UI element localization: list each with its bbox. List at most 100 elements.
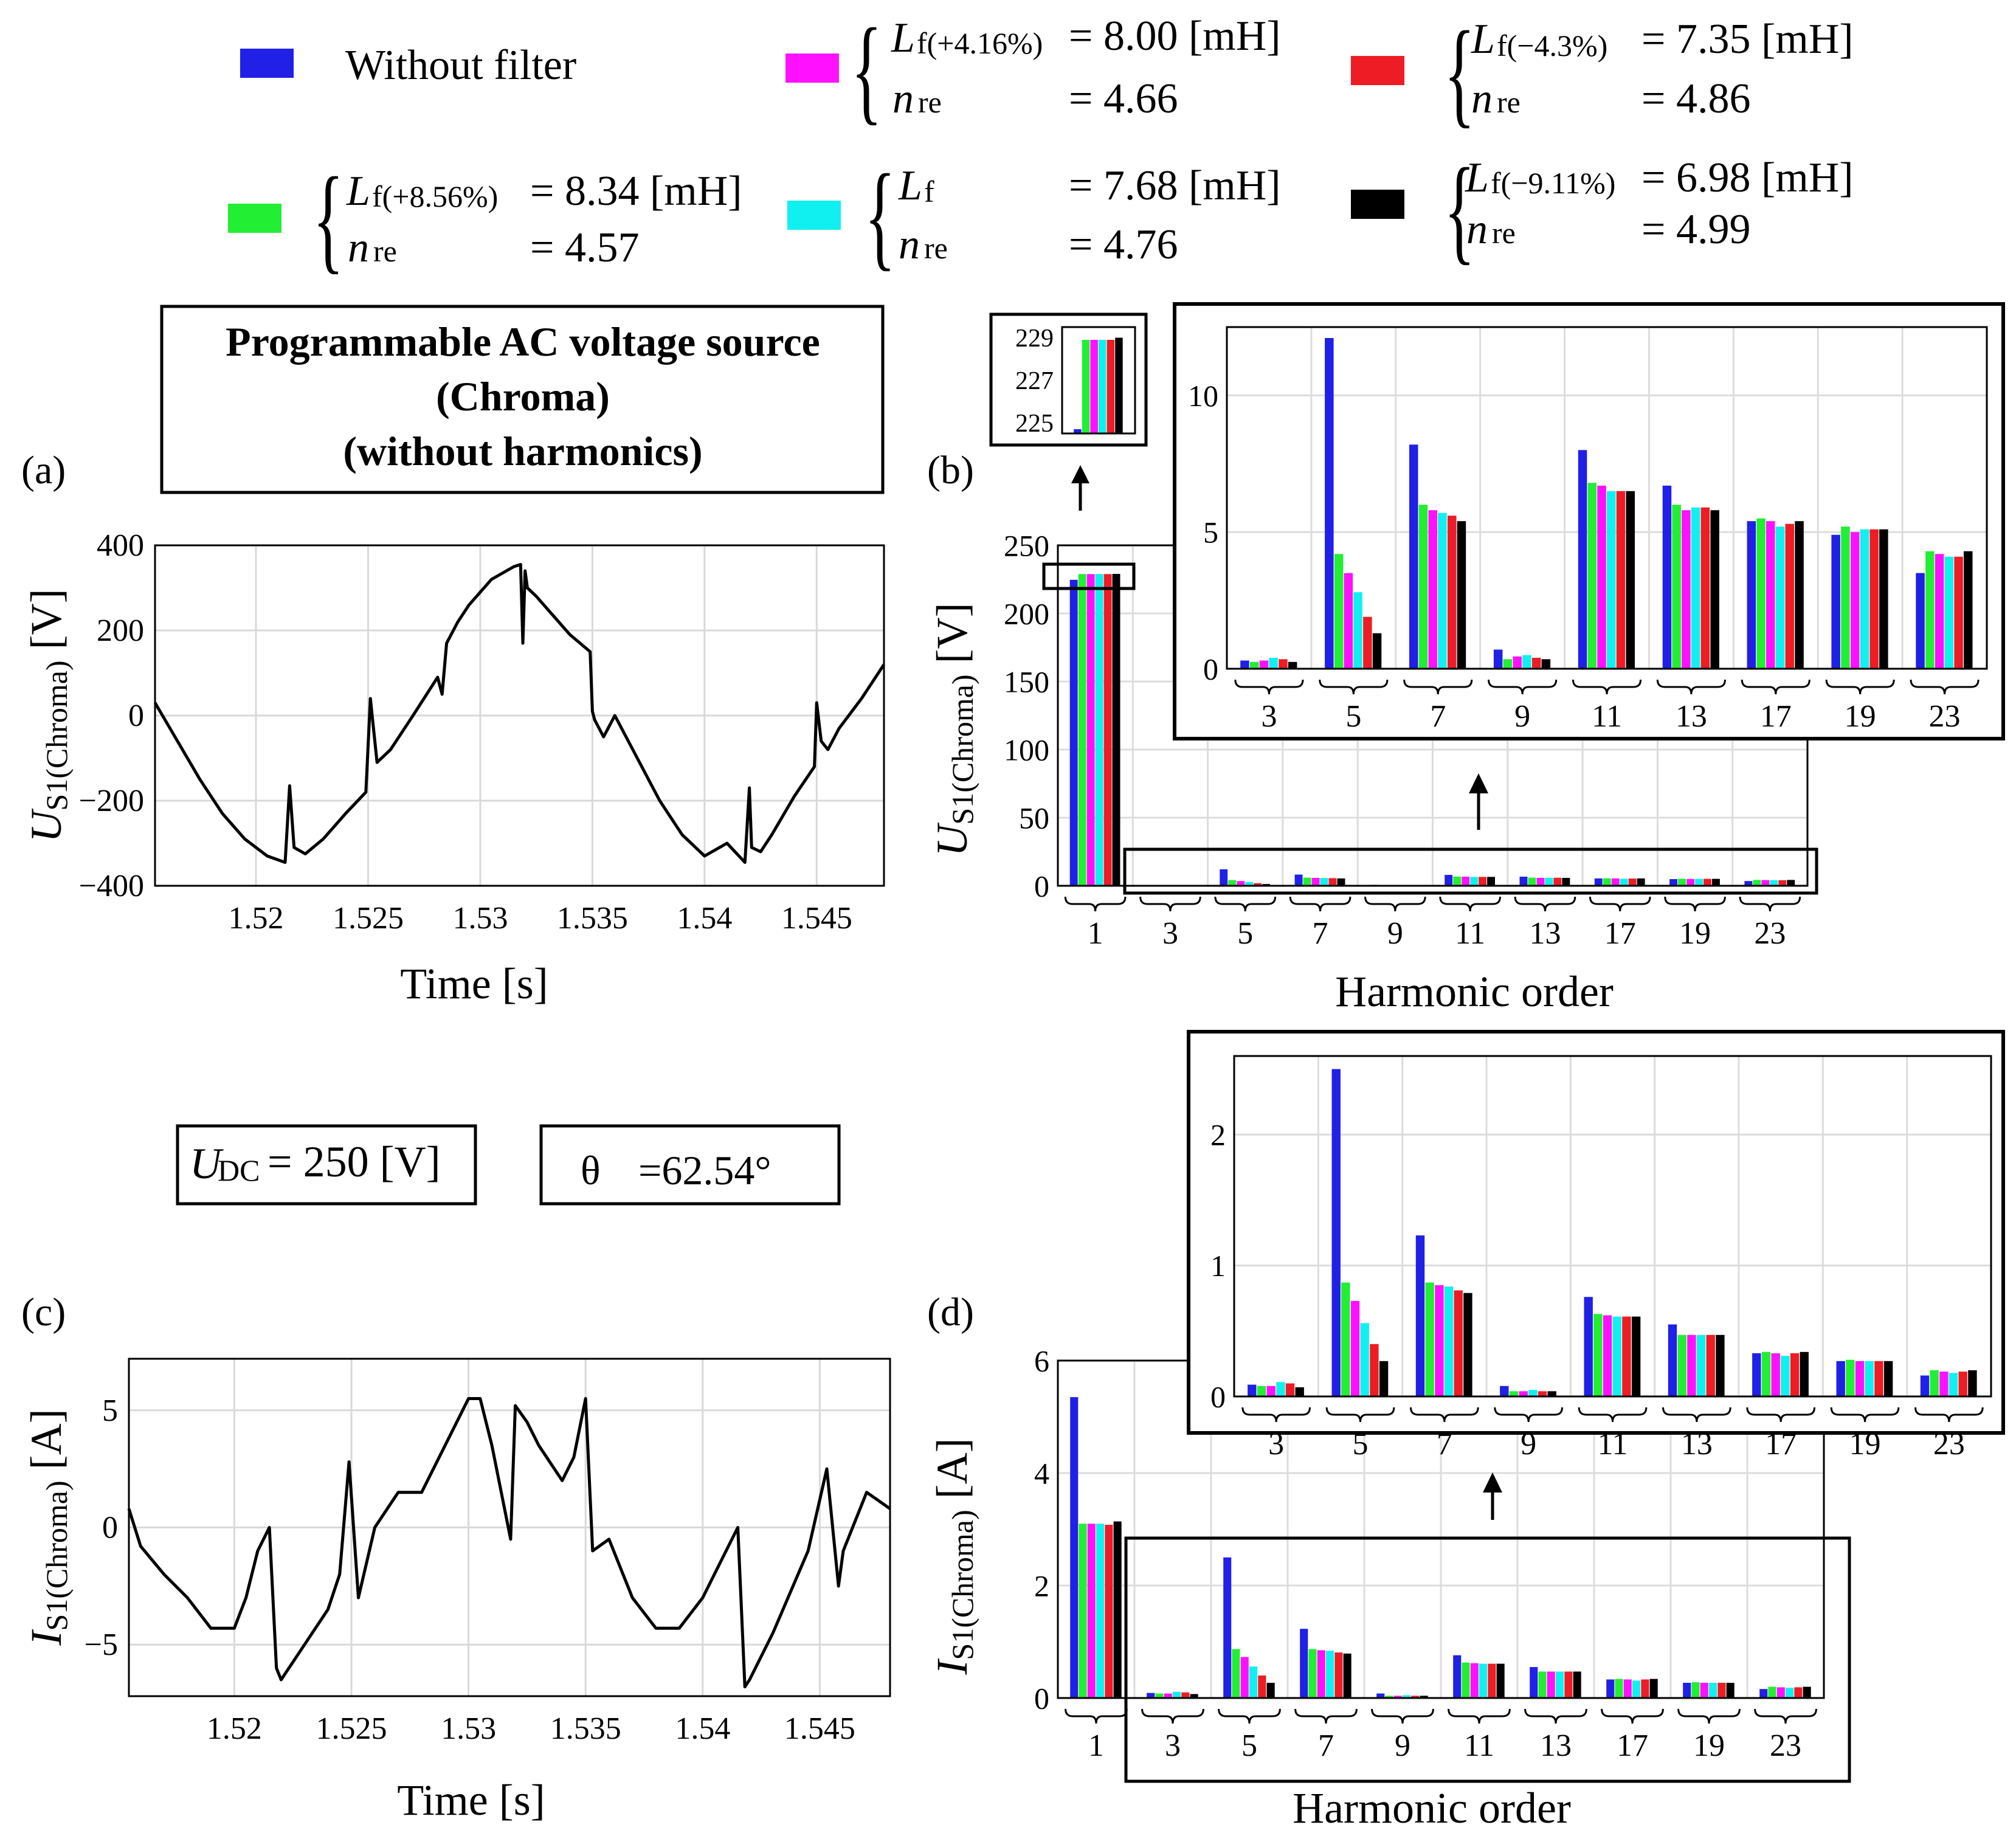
panel-b-zoom-harmonics-category-label: 23 xyxy=(1929,699,1961,734)
panel-d-main-category-label: 23 xyxy=(1770,1728,1801,1763)
udc-value: = 250 [V] xyxy=(268,1137,441,1186)
panel-d-zoom-harmonics-category-brace xyxy=(1662,1407,1731,1423)
panel-d-main-bar xyxy=(1717,1683,1726,1698)
legend-entry-lf-minus-9-11: { L f(−9.11%) = 6.98 [mH] n re = 4.99 xyxy=(1351,145,1854,276)
legend-brace: { xyxy=(312,154,343,285)
legend-n-subscript: re xyxy=(918,85,942,119)
panel-b-zoom-fundamental-ytick-label: 225 xyxy=(1015,410,1054,438)
panel-b-main-category-brace xyxy=(1514,896,1576,912)
legend-l-subscript: f(−9.11%) xyxy=(1491,166,1615,200)
panel-b-zoom-harmonics-category-brace xyxy=(1825,679,1895,695)
panel-b-zoom-harmonics-bar xyxy=(1935,554,1944,669)
legend-l-symbol: L xyxy=(346,168,370,215)
panel-d-zoom-harmonics-bar xyxy=(1295,1387,1304,1396)
legend-l-symbol: L xyxy=(891,15,915,61)
panel-b-main-category-label: 19 xyxy=(1679,916,1711,951)
panel-d-zoom-harmonics-bar xyxy=(1341,1282,1350,1396)
panel-b-main-bar xyxy=(1628,878,1637,886)
panel-d-main-bar xyxy=(1641,1679,1649,1698)
panel-d-main-category-brace xyxy=(1218,1708,1281,1724)
panel-d-main-category-label: 19 xyxy=(1693,1728,1725,1763)
panel-d-zoom-harmonics-category-label: 5 xyxy=(1353,1427,1369,1462)
panel-b-zoom-harmonics-category-brace xyxy=(1741,679,1811,695)
panel-b-zoom-fundamental-axes-frame xyxy=(1061,326,1136,435)
panel-d-zoom-harmonics-bar xyxy=(1276,1382,1285,1396)
panel-b-zoom-harmonics-category-brace xyxy=(1234,679,1304,695)
legend-l-symbol: L xyxy=(898,162,922,209)
panel-d-zoom-harmonics-bar xyxy=(1370,1344,1379,1396)
panel-b-zoom-harmonics-bar xyxy=(1522,655,1531,669)
panel-d-zoom-harmonics-category-label: 7 xyxy=(1437,1427,1452,1462)
panel-d-zoom-harmonics-bar xyxy=(1930,1370,1939,1396)
panel-d-main-category-brace xyxy=(1601,1708,1664,1724)
panel-d-zoom-harmonics-bar xyxy=(1425,1282,1434,1396)
legend-l-value: = 6.98 [mH] xyxy=(1641,154,1854,201)
panel-d-main-bar xyxy=(1147,1693,1155,1698)
panel-d-ylabel-subscript: S1(Chroma) xyxy=(945,1510,979,1660)
panel-b-main-bar xyxy=(1470,877,1479,886)
panel-b-zoom-harmonics-bar xyxy=(1756,518,1766,669)
panel-d-main-category-brace xyxy=(1294,1708,1358,1724)
panel-c-ytick-label: −5 xyxy=(85,1627,118,1662)
legend-swatch-lf-minus-4-3 xyxy=(1351,56,1404,85)
panel-d-zoom-harmonics: 3 5 7 9 11 13 17 19 23 0 1 2 xyxy=(1187,1030,2005,1462)
panel-a-ytick-label: −400 xyxy=(79,869,144,903)
panel-d-main-bar xyxy=(1420,1696,1428,1698)
panel-b-zoom-fundamental-bar xyxy=(1106,340,1115,433)
panel-d-main-bar xyxy=(1376,1693,1385,1698)
legend-n-subscript: re xyxy=(373,234,397,268)
legend-n-value: = 4.76 xyxy=(1069,221,1178,268)
udc-box-frame xyxy=(176,1124,477,1206)
legend-entry-lf-minus-4-3: { L f(−4.3%) = 7.35 [mH] n re = 4.86 xyxy=(1351,8,1854,139)
panel-d-zoom-harmonics-bar xyxy=(1593,1314,1603,1396)
panel-d-main-category-label: 3 xyxy=(1165,1728,1181,1763)
panel-b-zoom-fundamental-bar xyxy=(1090,340,1098,433)
panel-label-a: (a) xyxy=(21,448,66,492)
panel-b-zoom-harmonics: 3 5 7 9 11 13 17 19 23 0 5 10 xyxy=(1173,302,2005,740)
panel-b-zoom-harmonics-ytick-label: 0 xyxy=(1203,652,1218,686)
panel-d-zoom-harmonics-axes-frame xyxy=(1233,1055,1992,1398)
panel-b-zoom-harmonics-ytick-label: 5 xyxy=(1203,516,1218,550)
panel-b-zoom-harmonics-bar xyxy=(1531,658,1541,669)
legend-brace: { xyxy=(1444,145,1475,276)
legend-n-value: = 4.66 xyxy=(1069,75,1178,122)
legend-l-subscript: f(+4.16%) xyxy=(917,26,1043,60)
panel-a-ylabel-text: US1(Chroma) [V] xyxy=(22,588,74,842)
panel-b-main-category-brace xyxy=(1739,896,1801,912)
panel-d-main-bar xyxy=(1155,1693,1164,1698)
panel-b-arrow-head xyxy=(1071,465,1089,483)
panel-d-main-bar xyxy=(1343,1653,1351,1698)
panel-b-zoom-harmonics-bar xyxy=(1672,505,1681,669)
panel-d-main-category-brace xyxy=(1371,1708,1434,1724)
panel-c-grid xyxy=(129,1359,890,1696)
panel-d-zoom-harmonics-bar xyxy=(1874,1361,1883,1396)
panel-b-main-bar xyxy=(1245,882,1254,886)
panel-d-main-category-brace xyxy=(1754,1708,1817,1724)
panel-d-zoom-harmonics-category-brace xyxy=(1746,1407,1815,1423)
panel-b-main-bar xyxy=(1637,878,1645,886)
panel-b-main-bar xyxy=(1479,877,1486,886)
panel-b-zoom-harmonics-bar xyxy=(1775,526,1785,669)
panel-d-zoom-harmonics-bar xyxy=(1463,1292,1472,1396)
legend-n-subscript: re xyxy=(924,231,948,265)
panel-b-zoom-harmonics-ytick-label: 10 xyxy=(1188,379,1218,413)
panel-d-main-bar xyxy=(1266,1683,1275,1698)
panel-d-zoom-harmonics-bar xyxy=(1454,1290,1463,1396)
panel-d-ylabel-unit: [A] xyxy=(928,1438,976,1510)
panel-d-main-bar xyxy=(1768,1686,1776,1698)
panel-d-main-ytick-label: 2 xyxy=(1034,1569,1049,1603)
panel-b-main-bar xyxy=(1669,879,1677,886)
panel-d-zoom-harmonics-bar xyxy=(1668,1324,1677,1396)
panel-b-ylabel-unit: [V] xyxy=(928,602,976,674)
panel-a-ytick-label: 400 xyxy=(97,528,144,563)
panel-d-main-bar xyxy=(1496,1663,1505,1698)
panel-d-zoom-harmonics-bar xyxy=(1706,1334,1715,1396)
panel-d-main-category-label: 17 xyxy=(1617,1728,1648,1763)
panel-d-zoom-harmonics-bar xyxy=(1855,1361,1865,1396)
legend-swatch-lf xyxy=(787,201,841,230)
panel-b-main-category-brace xyxy=(1439,896,1501,912)
panel-b-main-ytick-label: 250 xyxy=(1004,529,1049,563)
panel-d-zoom-harmonics-bar xyxy=(1519,1391,1528,1396)
